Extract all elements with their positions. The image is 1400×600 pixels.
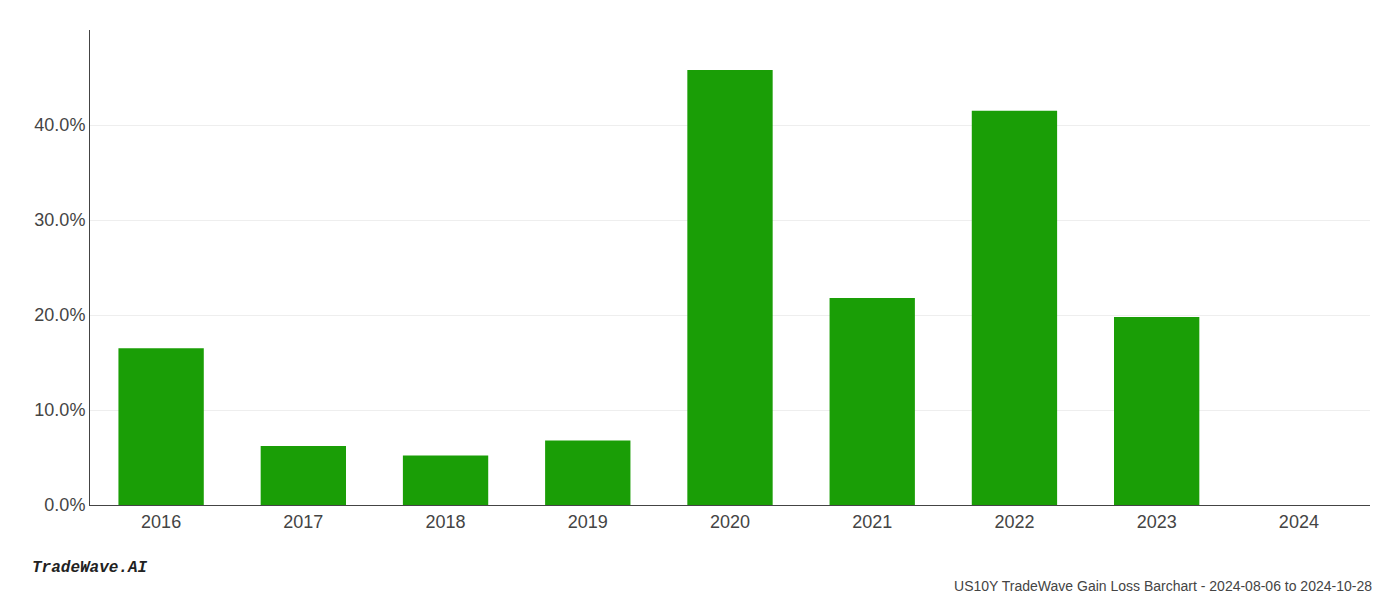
svg-text:2016: 2016 — [141, 512, 181, 532]
svg-text:2017: 2017 — [283, 512, 323, 532]
svg-text:2021: 2021 — [852, 512, 892, 532]
svg-text:10.0%: 10.0% — [34, 400, 85, 420]
svg-text:TradeWave.AI: TradeWave.AI — [32, 559, 148, 577]
svg-text:2020: 2020 — [710, 512, 750, 532]
svg-text:2019: 2019 — [568, 512, 608, 532]
svg-text:0.0%: 0.0% — [44, 495, 85, 515]
svg-text:20.0%: 20.0% — [34, 305, 85, 325]
svg-text:30.0%: 30.0% — [34, 210, 85, 230]
svg-text:2018: 2018 — [426, 512, 466, 532]
svg-text:US10Y TradeWave Gain Loss Barc: US10Y TradeWave Gain Loss Barchart - 202… — [954, 578, 1372, 594]
svg-text:2022: 2022 — [994, 512, 1034, 532]
svg-text:40.0%: 40.0% — [34, 115, 85, 135]
svg-text:2023: 2023 — [1137, 512, 1177, 532]
svg-text:2024: 2024 — [1279, 512, 1319, 532]
